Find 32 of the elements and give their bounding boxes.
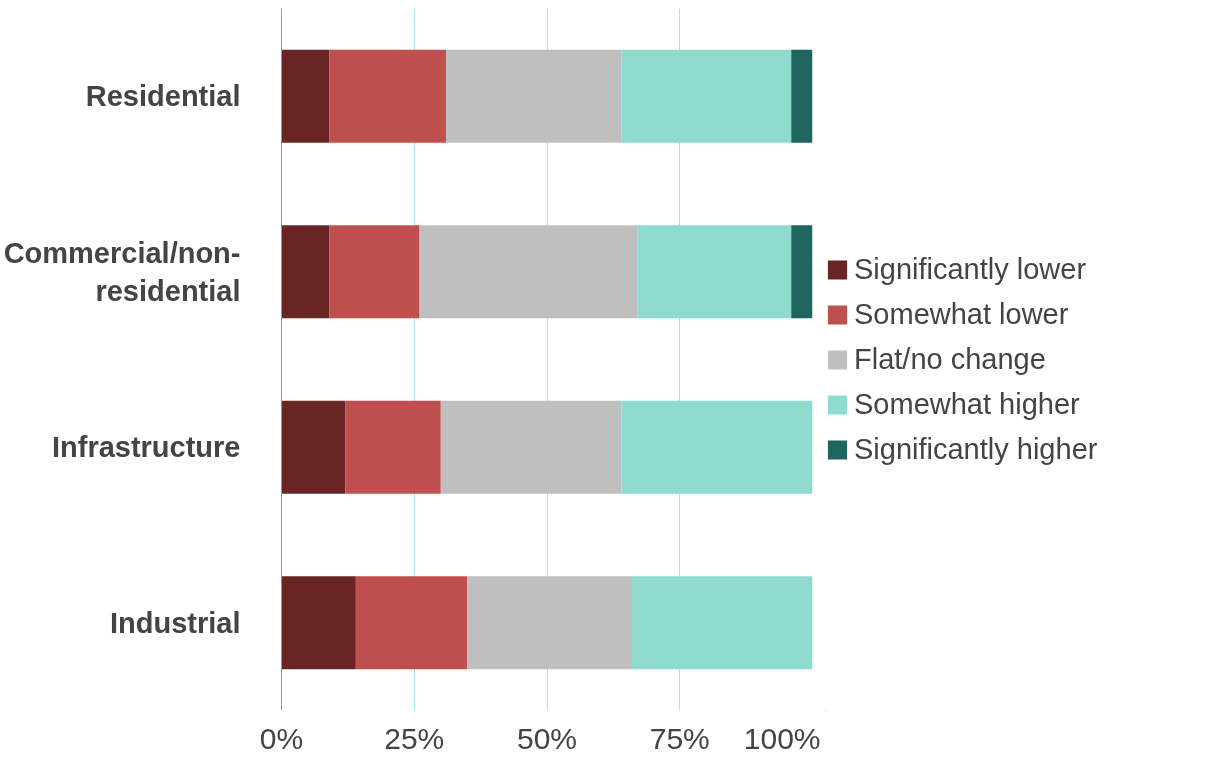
bar	[440, 400, 622, 494]
bar	[345, 400, 441, 494]
bar	[446, 49, 622, 143]
bar	[281, 225, 330, 319]
y-tick-label: Infrastructure	[51, 431, 241, 464]
bar	[281, 400, 346, 494]
legend-label: Significantly higher	[854, 432, 1098, 466]
bar	[621, 49, 792, 143]
bar	[791, 49, 813, 143]
y-tick-label: Industrial	[109, 606, 241, 639]
bar	[637, 225, 792, 319]
bar	[281, 576, 356, 670]
bar	[329, 225, 420, 319]
x-tick-label: 25%	[384, 721, 445, 755]
bar	[329, 49, 447, 143]
bar	[419, 225, 638, 319]
x-tick-label: 0%	[259, 721, 304, 755]
bar	[467, 576, 632, 670]
bar	[281, 49, 330, 143]
x-tick-label: 50%	[516, 721, 578, 755]
legend-label: Flat/no change	[854, 342, 1046, 376]
bar	[631, 576, 813, 670]
x-tick-label: 75%	[649, 721, 710, 755]
legend-label: Somewhat lower	[854, 297, 1069, 331]
x-tick-label: 100%	[743, 721, 821, 755]
y-tick-label: Commercial/non-residential	[3, 236, 241, 307]
bar	[355, 576, 468, 670]
legend-label: Significantly lower	[854, 252, 1087, 286]
y-tick-label: Residential	[85, 80, 241, 113]
legend-label: Somewhat higher	[854, 387, 1080, 421]
bar	[621, 400, 813, 494]
bar	[791, 225, 813, 319]
